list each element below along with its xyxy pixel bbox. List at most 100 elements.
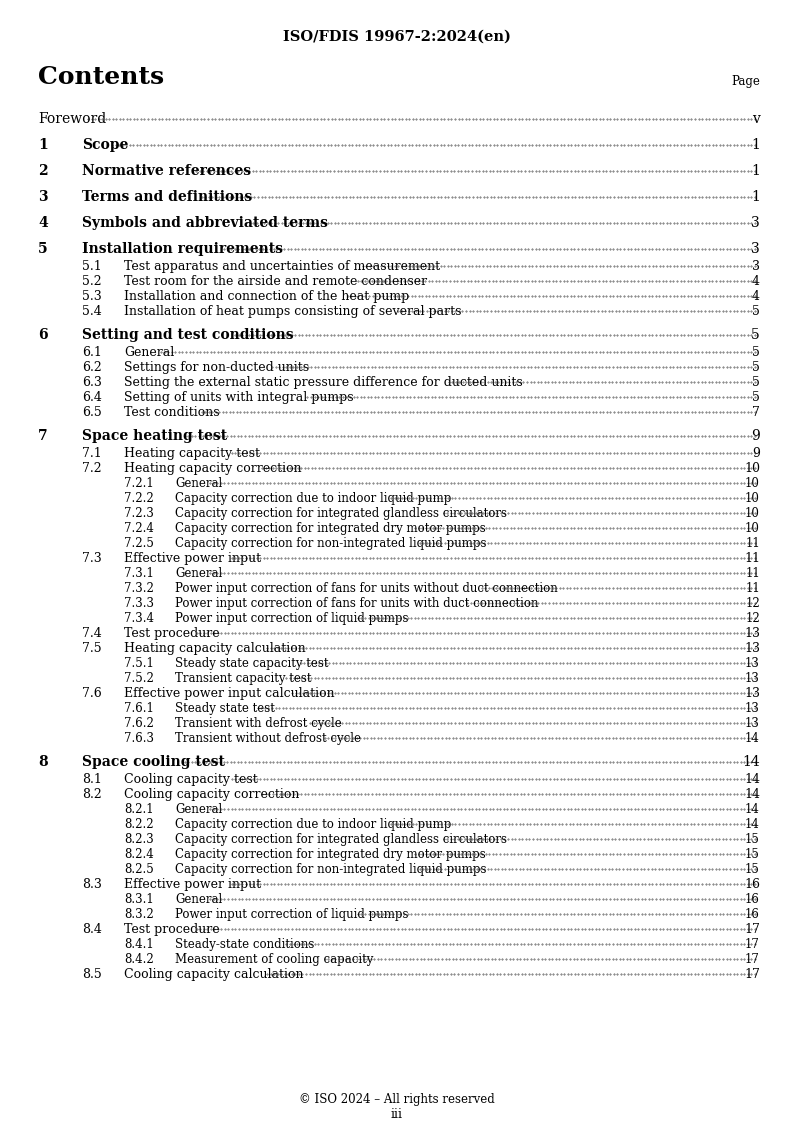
Text: Capacity correction for integrated glandless circulators: Capacity correction for integrated gland… [175,507,507,519]
Text: Transient with defrost cycle: Transient with defrost cycle [175,717,342,730]
Text: Normative references: Normative references [82,164,251,178]
Text: 13: 13 [745,702,760,715]
Text: 16: 16 [745,893,760,905]
Text: 14: 14 [744,773,760,787]
Text: 15: 15 [745,848,760,861]
Text: Settings for non-ducted units: Settings for non-ducted units [124,361,309,374]
Text: Capacity correction due to indoor liquid pump: Capacity correction due to indoor liquid… [175,493,451,505]
Text: 7.4: 7.4 [82,627,102,640]
Text: Cooling capacity test: Cooling capacity test [124,773,258,787]
Text: 13: 13 [745,672,760,686]
Text: General: General [175,567,222,580]
Text: 13: 13 [744,687,760,700]
Text: 4: 4 [752,289,760,303]
Text: 3: 3 [751,242,760,256]
Text: 8.3.2: 8.3.2 [124,908,154,921]
Text: Symbols and abbreviated terms: Symbols and abbreviated terms [82,217,328,230]
Text: Installation requirements: Installation requirements [82,242,283,256]
Text: Test apparatus and uncertainties of measurement: Test apparatus and uncertainties of meas… [124,260,440,273]
Text: 1: 1 [751,190,760,204]
Text: Capacity correction for integrated dry motor pumps: Capacity correction for integrated dry m… [175,522,486,535]
Text: Heating capacity correction: Heating capacity correction [124,462,301,475]
Text: Power input correction of liquid pumps: Power input correction of liquid pumps [175,611,408,625]
Text: Terms and definitions: Terms and definitions [82,190,252,204]
Text: 7.2: 7.2 [82,462,102,475]
Text: Effective power input: Effective power input [124,552,261,565]
Text: Test procedure: Test procedure [124,923,220,936]
Text: Contents: Contents [38,65,164,89]
Text: Power input correction of liquid pumps: Power input correction of liquid pumps [175,908,408,921]
Text: 8.2: 8.2 [82,788,102,801]
Text: 5: 5 [38,242,48,256]
Text: 8.3: 8.3 [82,879,102,891]
Text: 11: 11 [744,552,760,565]
Text: 5.3: 5.3 [82,289,102,303]
Text: Test conditions: Test conditions [124,406,220,419]
Text: 7: 7 [38,429,48,443]
Text: Heating capacity calculation: Heating capacity calculation [124,642,306,655]
Text: Installation of heat pumps consisting of several parts: Installation of heat pumps consisting of… [124,305,462,318]
Text: 12: 12 [745,597,760,610]
Text: 1: 1 [751,138,760,151]
Text: Heating capacity test: Heating capacity test [124,447,260,460]
Text: Capacity correction for integrated dry motor pumps: Capacity correction for integrated dry m… [175,848,486,861]
Text: Space cooling test: Space cooling test [82,755,225,769]
Text: Transient without defrost cycle: Transient without defrost cycle [175,732,361,745]
Text: 10: 10 [745,522,760,535]
Text: Foreword: Foreword [38,112,106,126]
Text: 16: 16 [744,879,760,891]
Text: 7.2.5: 7.2.5 [124,537,154,550]
Text: Installation and connection of the heat pump: Installation and connection of the heat … [124,289,409,303]
Text: Power input correction of fans for units without duct connection: Power input correction of fans for units… [175,582,557,595]
Text: Steady-state conditions: Steady-state conditions [175,938,314,951]
Text: 5.2: 5.2 [82,275,102,288]
Text: 8.4.1: 8.4.1 [124,938,154,951]
Text: 8.5: 8.5 [82,968,102,981]
Text: Capacity correction for non-integrated liquid pumps: Capacity correction for non-integrated l… [175,863,486,876]
Text: 3: 3 [38,190,48,204]
Text: 5: 5 [752,361,760,374]
Text: 13: 13 [745,717,760,730]
Text: iii: iii [390,1109,403,1121]
Text: © ISO 2024 – All rights reserved: © ISO 2024 – All rights reserved [299,1093,494,1106]
Text: 8.2.3: 8.2.3 [124,833,154,846]
Text: Page: Page [731,75,760,88]
Text: 13: 13 [744,642,760,655]
Text: 6.2: 6.2 [82,361,102,374]
Text: 8.1: 8.1 [82,773,102,787]
Text: 7.3.1: 7.3.1 [124,567,154,580]
Text: 7.5.2: 7.5.2 [124,672,154,686]
Text: 10: 10 [745,477,760,490]
Text: Test procedure: Test procedure [124,627,220,640]
Text: 14: 14 [742,755,760,769]
Text: Space heating test: Space heating test [82,429,227,443]
Text: 7.3.2: 7.3.2 [124,582,154,595]
Text: 17: 17 [744,968,760,981]
Text: 5: 5 [752,346,760,359]
Text: 14: 14 [745,818,760,831]
Text: Capacity correction due to indoor liquid pump: Capacity correction due to indoor liquid… [175,818,451,831]
Text: 8: 8 [38,755,48,769]
Text: 14: 14 [745,732,760,745]
Text: 5: 5 [751,328,760,342]
Text: 17: 17 [745,953,760,966]
Text: 10: 10 [745,507,760,519]
Text: 13: 13 [744,627,760,640]
Text: 7.6.2: 7.6.2 [124,717,154,730]
Text: Capacity correction for non-integrated liquid pumps: Capacity correction for non-integrated l… [175,537,486,550]
Text: 13: 13 [745,657,760,670]
Text: 14: 14 [744,788,760,801]
Text: 7.2.1: 7.2.1 [124,477,154,490]
Text: 5: 5 [752,305,760,318]
Text: 7.5: 7.5 [82,642,102,655]
Text: 17: 17 [744,923,760,936]
Text: 8.2.1: 8.2.1 [124,803,154,816]
Text: 7.2.2: 7.2.2 [124,493,154,505]
Text: 7.6.1: 7.6.1 [124,702,154,715]
Text: 7.2.3: 7.2.3 [124,507,154,519]
Text: 7.6.3: 7.6.3 [124,732,154,745]
Text: 7.6: 7.6 [82,687,102,700]
Text: 7.3.3: 7.3.3 [124,597,154,610]
Text: Test room for the airside and remote condenser: Test room for the airside and remote con… [124,275,427,288]
Text: 4: 4 [38,217,48,230]
